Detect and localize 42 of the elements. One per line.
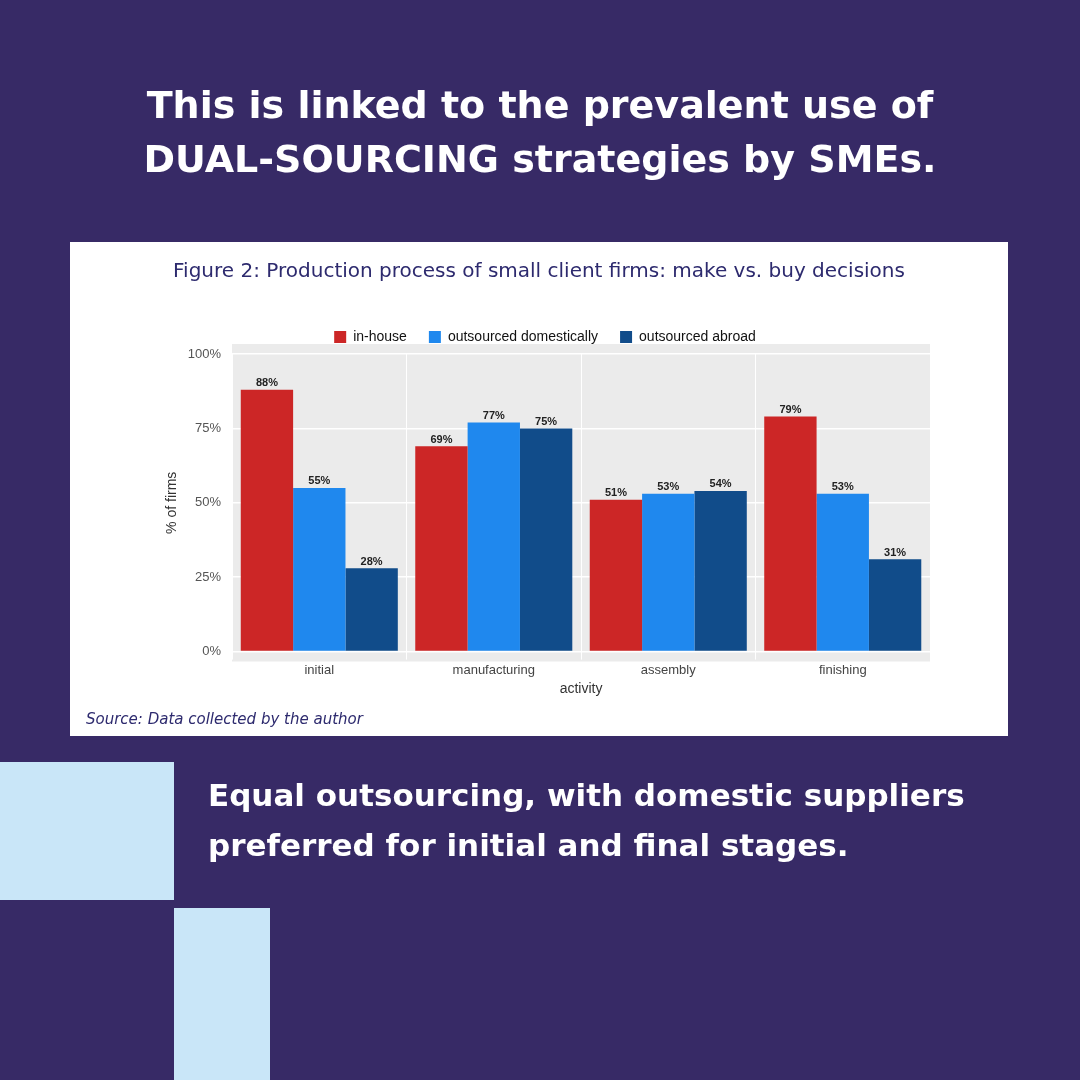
data-label: 55% (308, 474, 331, 487)
y-tick-label: 100% (187, 345, 222, 361)
data-label: 53% (831, 480, 854, 493)
bar (240, 389, 294, 651)
bar (868, 559, 922, 651)
bar (694, 490, 747, 651)
data-label: 53% (657, 480, 680, 493)
bar (816, 493, 869, 651)
bar (589, 499, 643, 651)
chart-subtitle: Figure 2: Production process of small client firms: make vs. buy decisions (172, 258, 906, 282)
x-axis-title: activity (559, 680, 603, 697)
y-tick-label: 0% (202, 643, 222, 659)
data-label: 69% (430, 432, 453, 445)
data-label: 31% (884, 545, 907, 558)
x-tick-label: manufacturing (452, 661, 535, 677)
chart-title: This is linked to the prevalent use of DUAL-SOURCING strategies by SMEs. (142, 82, 938, 183)
data-label: 77% (482, 408, 505, 421)
data-label: 54% (709, 477, 732, 490)
y-tick-label: 50% (195, 494, 222, 510)
bar (467, 422, 520, 651)
bar (293, 487, 346, 651)
source-note: Source: Data collected by the author (86, 710, 363, 728)
legend-label: in-house (353, 327, 408, 344)
x-tick-label: assembly (640, 661, 697, 677)
x-tick-label: initial (304, 661, 335, 677)
legend-label: outsourced abroad (639, 327, 756, 344)
bar (642, 493, 695, 651)
data-label: 88% (255, 376, 279, 389)
y-axis-title: % of firms (163, 471, 180, 534)
text: Equal outsourcing, with domestic suppliers preferred for initial and final stages. (208, 776, 966, 865)
data-label: 51% (604, 486, 628, 499)
data-label: 79% (779, 403, 802, 416)
legend-label: outsourced domestically (447, 327, 599, 344)
y-tick-label: 75% (195, 419, 222, 435)
bar (764, 416, 817, 651)
y-tick-label: 25% (195, 568, 222, 584)
data-label: 75% (535, 414, 558, 427)
bar (345, 568, 398, 651)
data-label: 28% (360, 554, 383, 567)
x-tick-label: finishing (818, 661, 867, 677)
bar (415, 446, 468, 651)
bar (519, 428, 573, 651)
